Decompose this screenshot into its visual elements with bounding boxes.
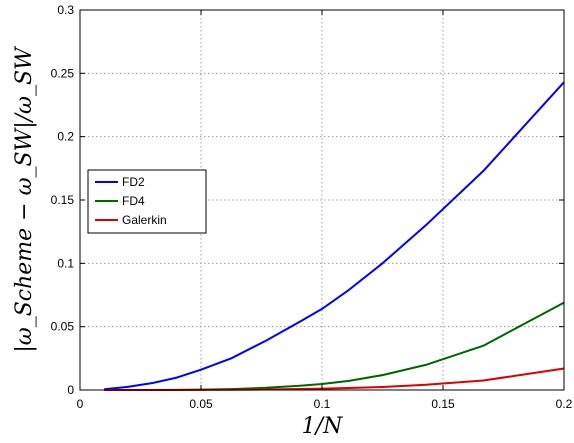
y-tick-label: 0.3: [57, 3, 74, 17]
series-line-fd2: [104, 81, 565, 391]
x-tick-labels: 0 0.05 0.1 0.15 0.2: [77, 397, 573, 411]
x-axis-label: 1/N: [302, 414, 343, 439]
legend: FD2 FD4 Galerkin: [87, 169, 207, 234]
y-tick-label: 0.1: [57, 256, 74, 270]
y-tick-label: 0.2: [57, 130, 74, 144]
legend-label-fd2: FD2: [122, 175, 145, 189]
x-tick-label: 0.2: [556, 397, 573, 411]
x-tick-label: 0: [77, 397, 84, 411]
y-axis-label: |ω_Scheme − ω_SW|/ω_SW: [12, 45, 37, 353]
axis-ticks: [79, 9, 565, 391]
y-tick-label: 0.25: [51, 66, 75, 80]
x-tick-label: 0.15: [431, 397, 455, 411]
y-tick-labels: 0 0.05 0.1 0.15 0.2 0.25 0.3: [51, 3, 75, 397]
x-tick-label: 0.05: [189, 397, 213, 411]
y-tick-label: 0.15: [51, 193, 75, 207]
legend-label-fd4: FD4: [122, 194, 145, 208]
legend-label-galerkin: Galerkin: [122, 213, 167, 227]
y-tick-label: 0: [67, 383, 74, 397]
y-tick-label: 0.05: [51, 320, 75, 334]
x-tick-label: 0.1: [314, 397, 331, 411]
